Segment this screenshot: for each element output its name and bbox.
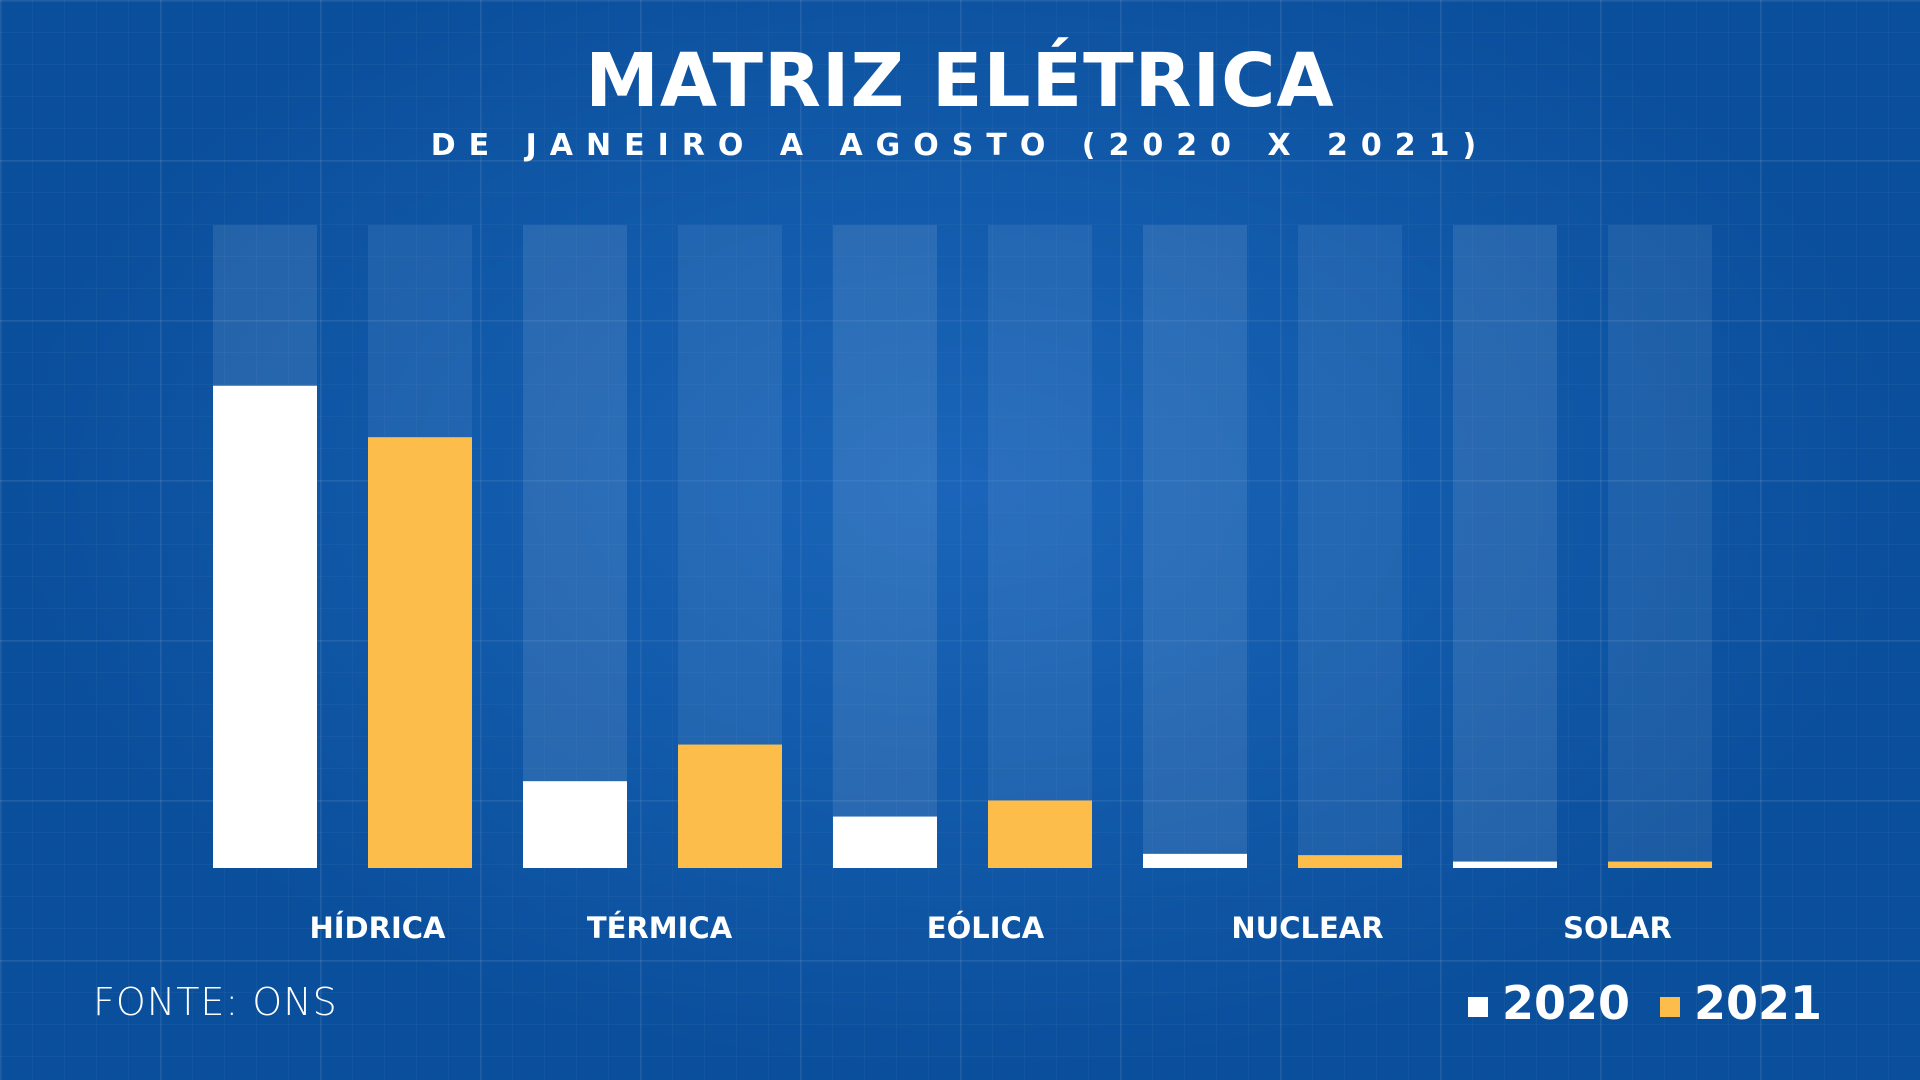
bar-2021-nuclear bbox=[1298, 855, 1402, 868]
category-label-nuclear: NUCLEAR bbox=[1231, 911, 1383, 945]
chart-title: MATRIZ ELÉTRICA bbox=[585, 38, 1335, 124]
bar-2021-térmica bbox=[678, 744, 782, 868]
bar-track bbox=[988, 225, 1092, 868]
legend-label-2021: 2021 bbox=[1693, 976, 1822, 1030]
source-note: FONTE: ONS bbox=[93, 980, 338, 1024]
legend-label-2020: 2020 bbox=[1501, 976, 1630, 1030]
bar-track bbox=[1608, 225, 1712, 868]
bar-track bbox=[833, 225, 937, 868]
category-label-eólica: EÓLICA bbox=[927, 911, 1045, 945]
bar-2021-hídrica bbox=[368, 437, 472, 868]
bar-2021-solar bbox=[1608, 861, 1712, 868]
chart-subtitle: DE JANEIRO A AGOSTO (2020 X 2021) bbox=[430, 128, 1490, 163]
category-label-hídrica: HÍDRICA bbox=[310, 911, 447, 945]
bar-tracks bbox=[213, 225, 1712, 868]
legend-item-2020: 2020 bbox=[1467, 976, 1630, 1030]
bar-2020-nuclear bbox=[1143, 853, 1247, 868]
category-label-solar: SOLAR bbox=[1563, 911, 1672, 945]
bar-2020-solar bbox=[1453, 861, 1557, 868]
legend-swatch-2021 bbox=[1659, 997, 1680, 1017]
bar-track bbox=[523, 225, 627, 868]
bar-2020-térmica bbox=[523, 781, 627, 868]
legend-item-2021: 2021 bbox=[1659, 976, 1822, 1030]
legend: 2020 2021 bbox=[1438, 976, 1822, 1030]
bar-track bbox=[1298, 225, 1402, 868]
bar-2020-hídrica bbox=[213, 385, 317, 868]
category-labels: HÍDRICA TÉRMICA EÓLICA NUCLEAR SOLAR bbox=[310, 911, 1672, 945]
bar-track bbox=[1143, 225, 1247, 868]
bar-2021-eólica bbox=[988, 800, 1092, 868]
bars bbox=[213, 385, 1712, 868]
category-label-térmica: TÉRMICA bbox=[587, 911, 733, 945]
legend-swatch-2020 bbox=[1467, 997, 1488, 1017]
bar-track bbox=[1453, 225, 1557, 868]
bar-2020-eólica bbox=[833, 816, 937, 868]
